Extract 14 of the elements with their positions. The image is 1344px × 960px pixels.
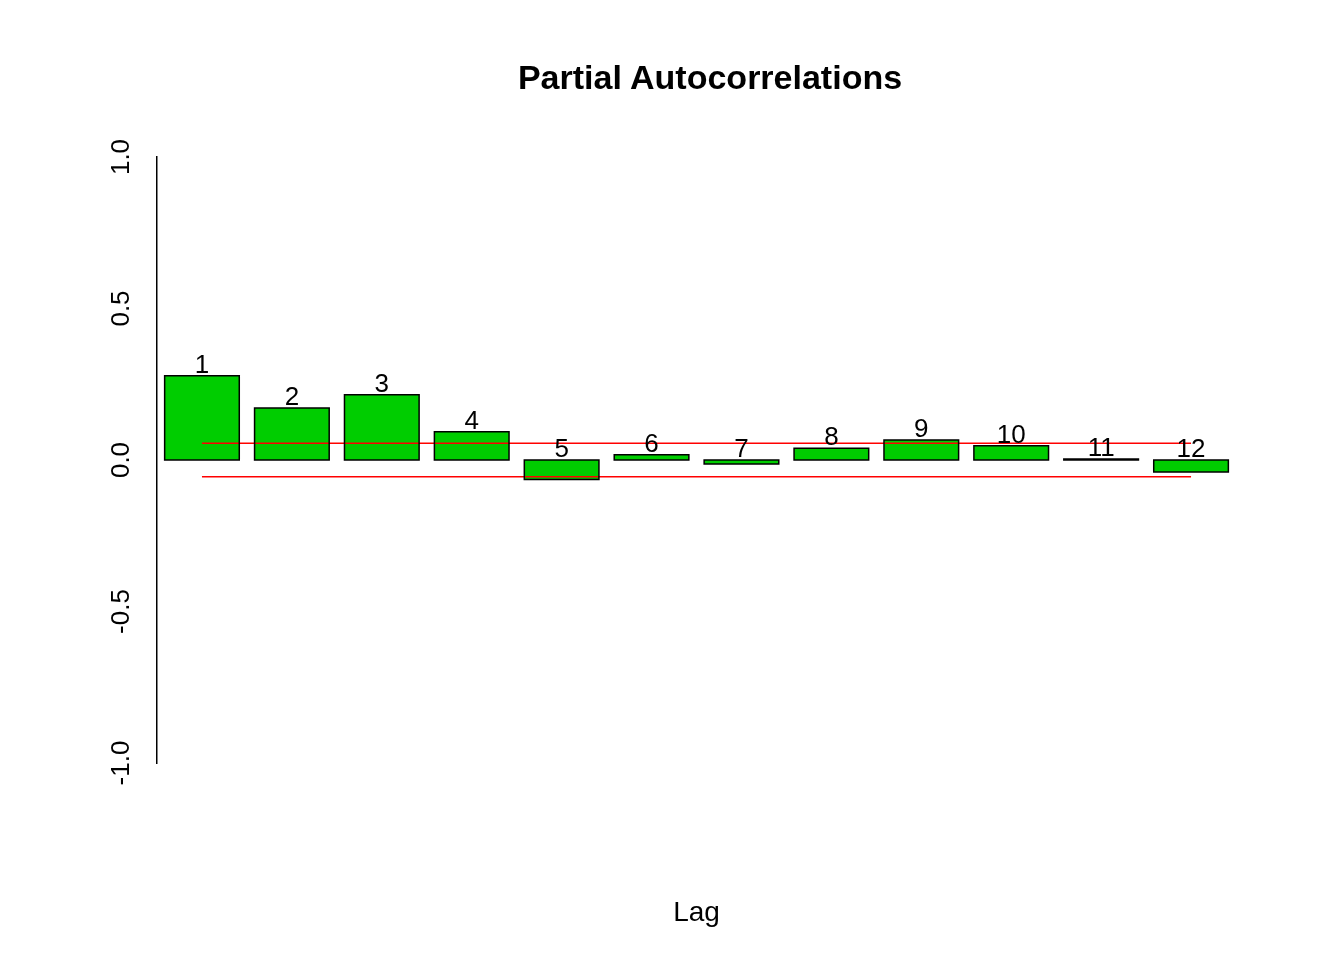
x-tick-label: 1: [194, 348, 210, 379]
x-tick-label: 9: [914, 413, 929, 444]
x-tick-label: 2: [284, 381, 300, 412]
x-tick-label: 4: [464, 404, 479, 435]
y-tick-label: 0.5: [105, 290, 136, 327]
x-tick-label: 10: [996, 418, 1026, 449]
y-tick-label: 0.0: [105, 441, 136, 479]
chart-title: Partial Autocorrelations: [517, 58, 903, 97]
y-tick-label: -0.5: [105, 589, 136, 634]
x-tick-label: 3: [374, 368, 390, 399]
x-tick-label: 12: [1176, 433, 1206, 464]
y-tick-label: 1.0: [105, 138, 136, 176]
y-tick-label: -1.0: [105, 740, 136, 786]
x-axis-title: Lag: [673, 895, 720, 927]
